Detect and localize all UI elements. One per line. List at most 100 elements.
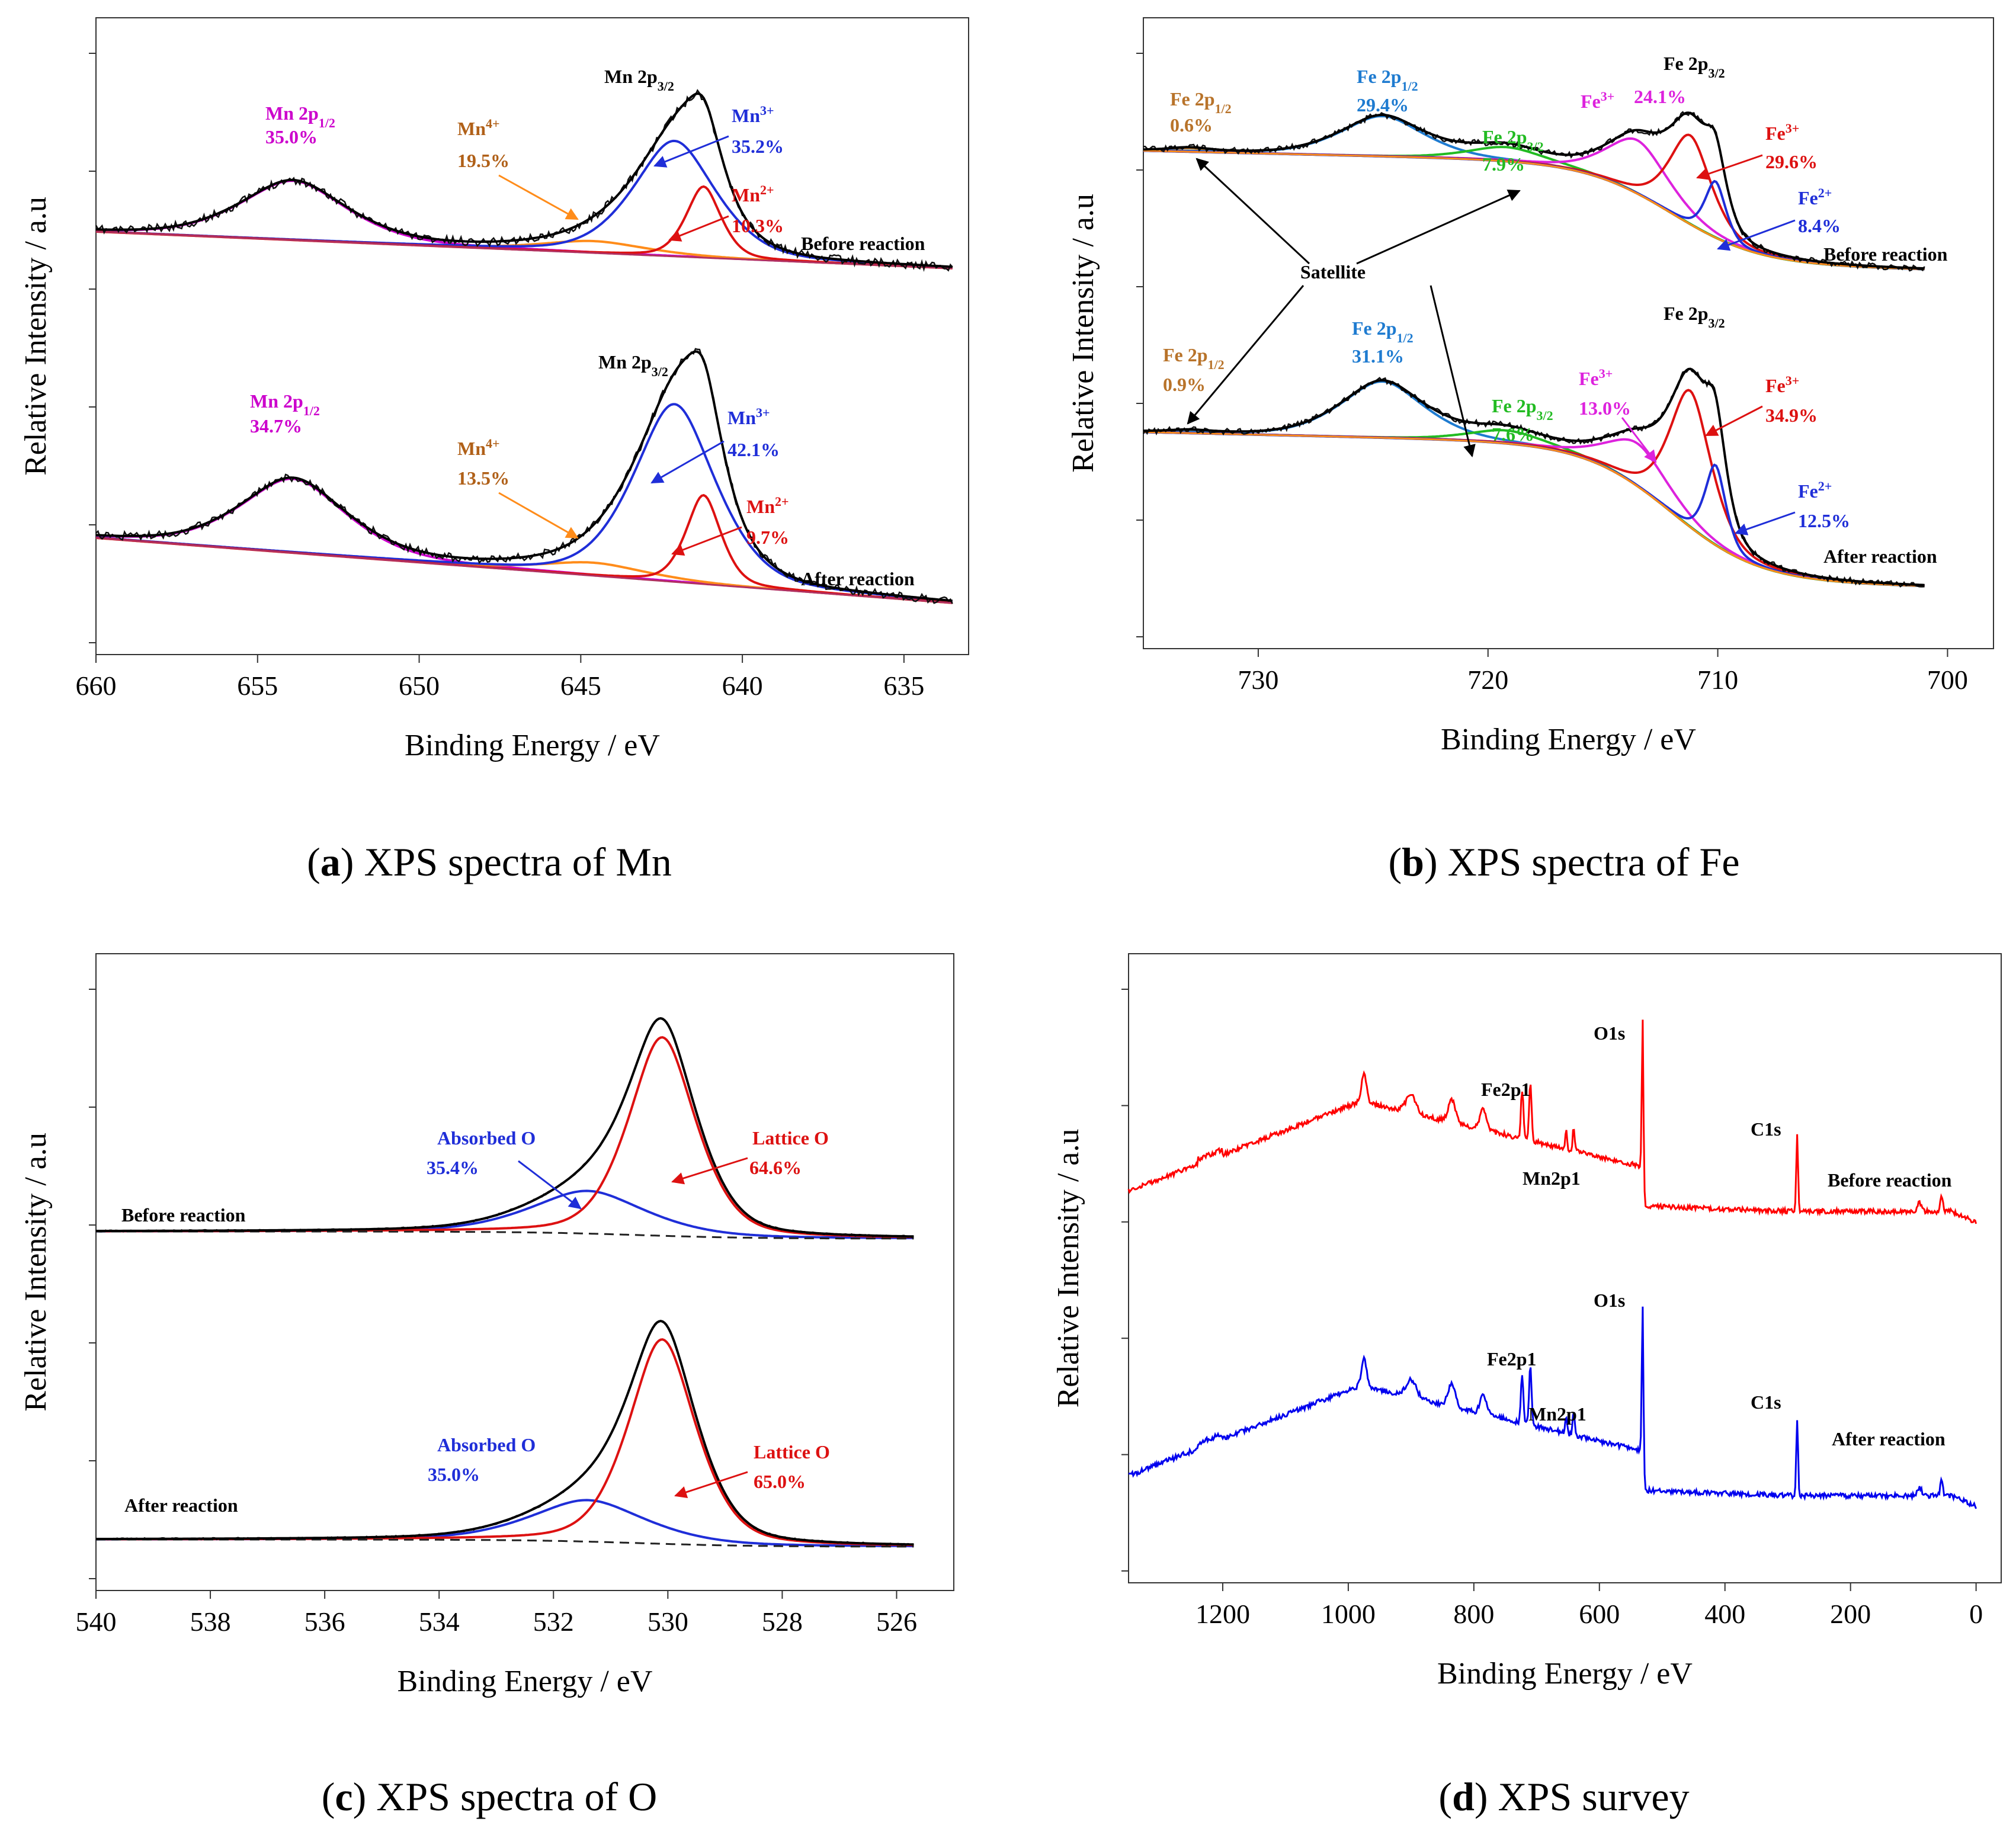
peak-label: O1s xyxy=(1594,1022,1625,1044)
spectrum-after xyxy=(95,348,953,604)
component-arrow xyxy=(674,1471,748,1499)
satellite-label: Satellite xyxy=(1300,261,1366,283)
after-reaction-label: After reaction xyxy=(1832,1428,1946,1450)
spectrum-before xyxy=(1143,111,1925,272)
chart-mn: 660 655 650 645 640 635 Binding Energy / eV Rel… xyxy=(19,17,969,762)
x-tick-label: 530 xyxy=(648,1606,688,1637)
annotations: Fe 2p3/2Fe 2p1/20.6%Fe 2p1/229.4%Fe 2p3/… xyxy=(1163,53,1948,567)
x-tick-label: 710 xyxy=(1697,665,1738,695)
component-label: Absorbed O xyxy=(437,1127,536,1149)
component-label: Mn4+ xyxy=(457,436,500,460)
spectrum-before xyxy=(95,1017,914,1240)
envelope-fit xyxy=(95,350,953,602)
x-tick-label: 655 xyxy=(237,671,278,701)
x-tick-label: 800 xyxy=(1453,1599,1494,1629)
x-tick-label: 540 xyxy=(76,1606,117,1637)
x-tick-label: 660 xyxy=(76,671,117,701)
x-tick-label: 650 xyxy=(399,671,440,701)
envelope-fit xyxy=(95,1017,914,1238)
component-value: 7.9% xyxy=(1482,153,1525,175)
raw-spectrum xyxy=(95,348,953,604)
background-line xyxy=(95,537,953,604)
x-tick-label: 730 xyxy=(1238,665,1278,695)
after-reaction-label: After reaction xyxy=(801,568,915,589)
satellite-arrow xyxy=(1430,285,1476,458)
component-label: Fe 2p1/2 xyxy=(1357,66,1418,94)
panel-caption: (d) XPS survey xyxy=(1438,1774,1689,1819)
panel-caption: (c) XPS spectra of O xyxy=(322,1774,658,1819)
component-fe-2p3-2-sat xyxy=(1143,429,1925,588)
peak-label: C1s xyxy=(1751,1118,1781,1140)
component-label: Fe2+ xyxy=(1798,185,1832,209)
component-value: 7.6% xyxy=(1492,424,1534,445)
component-label: Lattice O xyxy=(752,1127,829,1149)
component-label: Mn3+ xyxy=(727,405,770,429)
envelope-fit xyxy=(1143,111,1925,270)
before-reaction-label: Before reaction xyxy=(1828,1169,1952,1191)
x-tick-label: 532 xyxy=(533,1606,574,1637)
component-label: Fe 2p3/2 xyxy=(1492,395,1553,423)
component-value: 9.7% xyxy=(746,527,789,548)
x-tick-label: 528 xyxy=(762,1606,803,1637)
x-tick-label: 538 xyxy=(190,1606,231,1637)
component-label: Fe 2p1/2 xyxy=(1352,318,1414,345)
peak-label: Mn 2p3/2 xyxy=(604,66,674,94)
component-arrow xyxy=(668,215,729,242)
x-tick-label: 526 xyxy=(876,1606,917,1637)
component-label: Absorbed O xyxy=(437,1434,536,1455)
component-value: 35.2% xyxy=(732,136,784,157)
x-tick-label: 1200 xyxy=(1196,1599,1250,1629)
x-axis-label: Binding Energy / eV xyxy=(1441,723,1696,756)
spectrum-after xyxy=(1142,367,1925,588)
peak-label: Mn2p1 xyxy=(1528,1403,1586,1425)
before-reaction-label: Before reaction xyxy=(121,1204,246,1226)
annotations: Before reaction Absorbed O 35.4% Lattice O 6… xyxy=(121,1127,830,1516)
peak-label: Mn2p1 xyxy=(1523,1168,1581,1189)
component-label: Fe3+ xyxy=(1765,373,1799,397)
component-label: Mn 2p1/2 xyxy=(250,390,320,418)
component-label: Mn 2p1/2 xyxy=(265,102,335,130)
component-arrow xyxy=(1621,417,1657,463)
spectrum-before xyxy=(95,89,953,272)
plot-frame xyxy=(95,953,954,1591)
x-tick-label: 400 xyxy=(1704,1599,1745,1629)
component-value: 10.3% xyxy=(732,215,784,236)
component-label: Fe3+ xyxy=(1581,89,1614,113)
component-value: 42.1% xyxy=(727,439,780,460)
component-value: 35.0% xyxy=(265,126,318,147)
component-label: Fe2+ xyxy=(1798,479,1832,502)
component-label: Fe 2p3/2 xyxy=(1482,126,1544,154)
component-value: 34.9% xyxy=(1765,405,1818,426)
component-value: 12.5% xyxy=(1798,510,1850,531)
component-value: 34.7% xyxy=(250,415,302,437)
x-tick-label: 640 xyxy=(722,671,763,701)
x-axis-label: Binding Energy / eV xyxy=(405,729,660,762)
envelope-fit xyxy=(1143,367,1925,586)
component-arrow xyxy=(650,440,725,484)
component-arrow xyxy=(498,174,579,220)
x-axis-label: Binding Energy / eV xyxy=(1437,1657,1693,1691)
y-axis-label: Relative Intensity / a.u xyxy=(1066,194,1100,473)
chart-fe: 730 720 710 700 Binding Energy / eV Relative … xyxy=(1066,17,1994,756)
component-label: Mn4+ xyxy=(457,116,500,140)
x-tick-label: 1000 xyxy=(1321,1599,1376,1629)
component-value: 24.1% xyxy=(1634,86,1686,107)
peak-label: Fe 2p3/2 xyxy=(1664,303,1725,331)
component-value: 29.4% xyxy=(1357,94,1409,116)
component-arrow xyxy=(671,1157,748,1185)
component-arrow xyxy=(1696,154,1763,180)
background-line xyxy=(96,1230,914,1240)
background-line xyxy=(96,1538,914,1548)
component-mn2 xyxy=(95,185,953,270)
component-value: 65.0% xyxy=(754,1471,806,1492)
background-line xyxy=(1143,431,1925,587)
y-axis-label: Relative Intensity / a.u xyxy=(19,197,53,476)
survey-series-before xyxy=(1127,1019,1977,1224)
y-axis-label: Relative Intensity / a.u xyxy=(19,1133,53,1412)
component-arrow xyxy=(1717,219,1796,251)
component-value: 13.0% xyxy=(1579,397,1631,419)
component-value: 0.6% xyxy=(1170,114,1213,136)
after-reaction-label: After reaction xyxy=(124,1495,238,1516)
component-label: Fe 2p1/2 xyxy=(1170,88,1232,116)
component-value: 8.4% xyxy=(1798,215,1841,236)
